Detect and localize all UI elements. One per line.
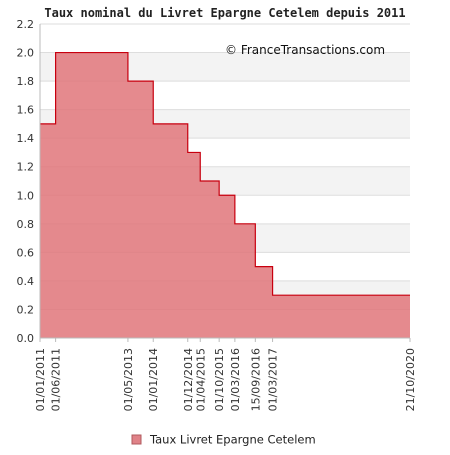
y-tick-label: 0.6 — [17, 246, 35, 259]
x-tick-label: 01/01/2011 — [34, 348, 47, 411]
x-tick-label: 15/09/2016 — [249, 348, 262, 411]
x-axis-ticks: 01/01/2011 01/06/2011 01/05/2013 01/01/2014… — [34, 338, 417, 411]
x-tick-label: 01/04/2015 — [194, 348, 207, 411]
y-tick-label: 1.8 — [17, 75, 35, 88]
chart-title: Taux nominal du Livret Epargne Cetelem d… — [44, 6, 405, 20]
y-tick-label: 1.2 — [17, 161, 35, 174]
grid-band — [40, 24, 410, 53]
x-tick-label: 01/06/2011 — [50, 348, 63, 411]
y-tick-label: 2.2 — [17, 18, 35, 31]
x-tick-label: 01/10/2015 — [213, 348, 226, 411]
y-tick-label: 2.0 — [17, 47, 35, 60]
y-tick-label: 1.4 — [17, 132, 35, 145]
y-axis-ticks: 0.0 0.2 0.4 0.6 0.8 1.0 1.2 1.4 1.6 1.8 2.0 2.2 — [17, 18, 35, 345]
y-tick-label: 0.2 — [17, 303, 35, 316]
x-tick-label: 01/03/2016 — [229, 348, 242, 411]
y-tick-label: 1.6 — [17, 104, 35, 117]
y-tick-label: 0.0 — [17, 332, 35, 345]
x-tick-label: 01/05/2013 — [122, 348, 135, 411]
x-tick-label: 01/03/2017 — [267, 348, 280, 411]
watermark: © FranceTransactions.com — [225, 43, 385, 57]
y-tick-label: 0.8 — [17, 218, 35, 231]
y-tick-label: 0.4 — [17, 275, 35, 288]
x-tick-label: 01/01/2014 — [147, 348, 160, 411]
axes — [39, 24, 410, 339]
series-line — [40, 51, 410, 296]
series-area — [40, 51, 410, 338]
y-tick-label: 1.0 — [17, 189, 35, 202]
x-tick-label: 01/12/2014 — [182, 348, 195, 411]
x-tick-label: 21/10/2020 — [404, 348, 417, 411]
legend-label: Taux Livret Epargne Cetelem — [149, 433, 316, 447]
legend: Taux Livret Epargne Cetelem — [131, 433, 316, 447]
legend-swatch — [131, 434, 142, 445]
